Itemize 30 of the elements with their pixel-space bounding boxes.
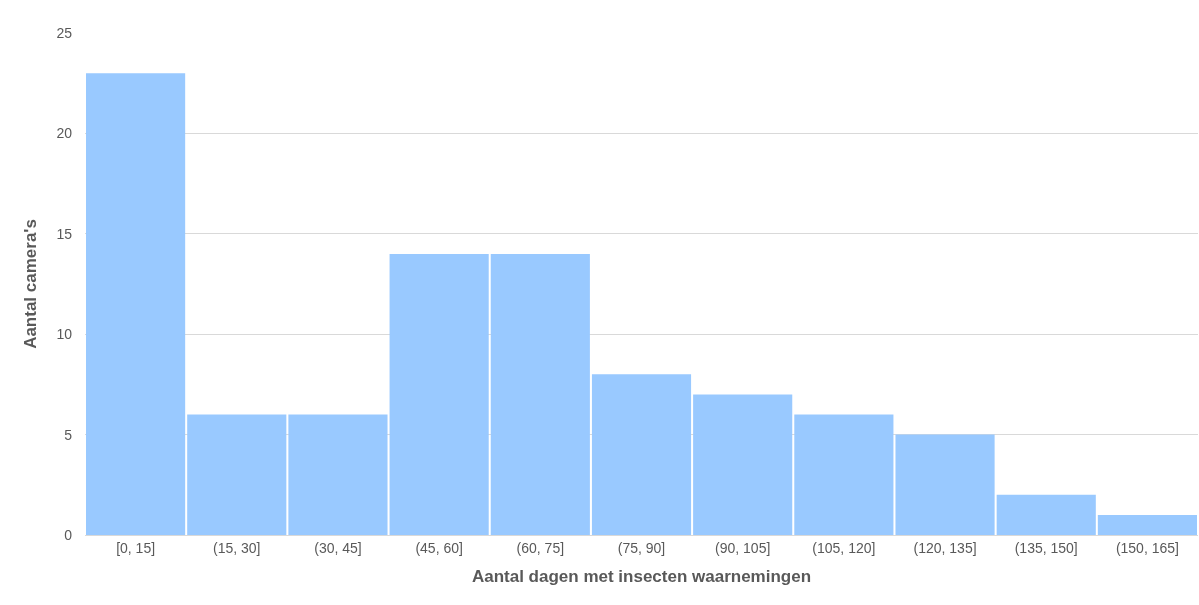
bar	[591, 374, 692, 535]
y-axis-title: Aantal camera's	[20, 219, 40, 349]
x-tick-label: [0, 15]	[116, 539, 156, 556]
y-tick-label: 20	[56, 125, 73, 142]
x-axis-title: Aantal dagen met insecten waarnemingen	[471, 567, 812, 587]
x-tick-label: (60, 75]	[516, 539, 565, 556]
x-tick-label: (15, 30]	[213, 539, 261, 556]
bar	[1097, 514, 1197, 535]
x-tick-label: (150, 165]	[1115, 539, 1179, 556]
y-tick-label: 5	[64, 426, 73, 443]
y-tick-label: 10	[56, 326, 73, 343]
bar	[693, 394, 793, 535]
x-tick-label: (105, 120]	[812, 539, 876, 556]
y-tick-label: 25	[56, 24, 73, 41]
x-tick-label: (30, 45]	[314, 539, 362, 556]
bar	[187, 414, 287, 535]
y-tick-label: 0	[64, 526, 73, 543]
bar	[288, 414, 388, 535]
x-tick-label: (135, 150]	[1014, 539, 1078, 556]
bar	[794, 414, 894, 535]
bar	[86, 73, 186, 535]
x-tick-label: (120, 135]	[913, 539, 977, 556]
bar	[389, 253, 489, 535]
bar	[490, 253, 590, 535]
bar	[895, 434, 995, 535]
x-tick-label: (45, 60]	[415, 539, 463, 556]
bar	[996, 494, 1096, 535]
y-tick-label: 15	[56, 225, 73, 242]
x-tick-label: (75, 90]	[617, 539, 666, 556]
x-tick-label: (90, 105]	[715, 539, 771, 556]
